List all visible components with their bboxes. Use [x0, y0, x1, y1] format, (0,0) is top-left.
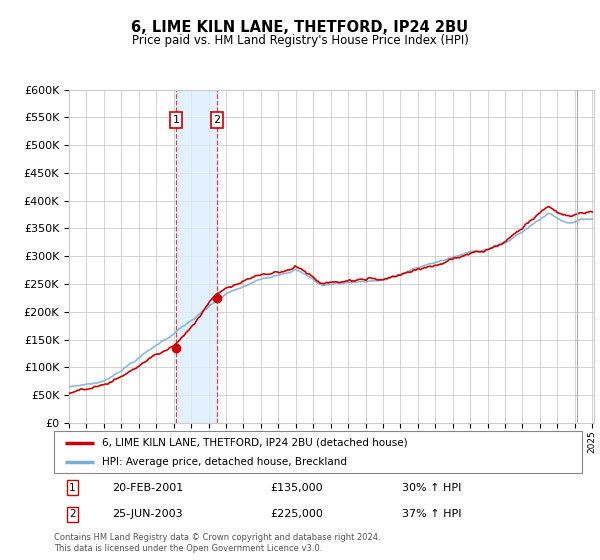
Text: 25-JUN-2003: 25-JUN-2003 [112, 509, 183, 519]
Bar [176, 90, 217, 423]
Text: 20-FEB-2001: 20-FEB-2001 [112, 483, 184, 493]
Text: 6, LIME KILN LANE, THETFORD, IP24 2BU (detached house): 6, LIME KILN LANE, THETFORD, IP24 2BU (d… [101, 437, 407, 447]
Text: 6, LIME KILN LANE, THETFORD, IP24 2BU: 6, LIME KILN LANE, THETFORD, IP24 2BU [131, 20, 469, 35]
Text: 30% ↑ HPI: 30% ↑ HPI [403, 483, 462, 493]
FancyBboxPatch shape [54, 431, 582, 473]
Text: Price paid vs. HM Land Registry's House Price Index (HPI): Price paid vs. HM Land Registry's House … [131, 34, 469, 46]
Text: HPI: Average price, detached house, Breckland: HPI: Average price, detached house, Brec… [101, 457, 347, 467]
Text: 2: 2 [214, 115, 220, 125]
Text: Contains HM Land Registry data © Crown copyright and database right 2024.
This d: Contains HM Land Registry data © Crown c… [54, 533, 380, 553]
Text: 37% ↑ HPI: 37% ↑ HPI [403, 509, 462, 519]
Text: £225,000: £225,000 [271, 509, 323, 519]
Text: £135,000: £135,000 [271, 483, 323, 493]
Text: 2: 2 [69, 509, 76, 519]
Text: 1: 1 [69, 483, 76, 493]
Text: 1: 1 [172, 115, 179, 125]
Bar [577, 90, 593, 423]
